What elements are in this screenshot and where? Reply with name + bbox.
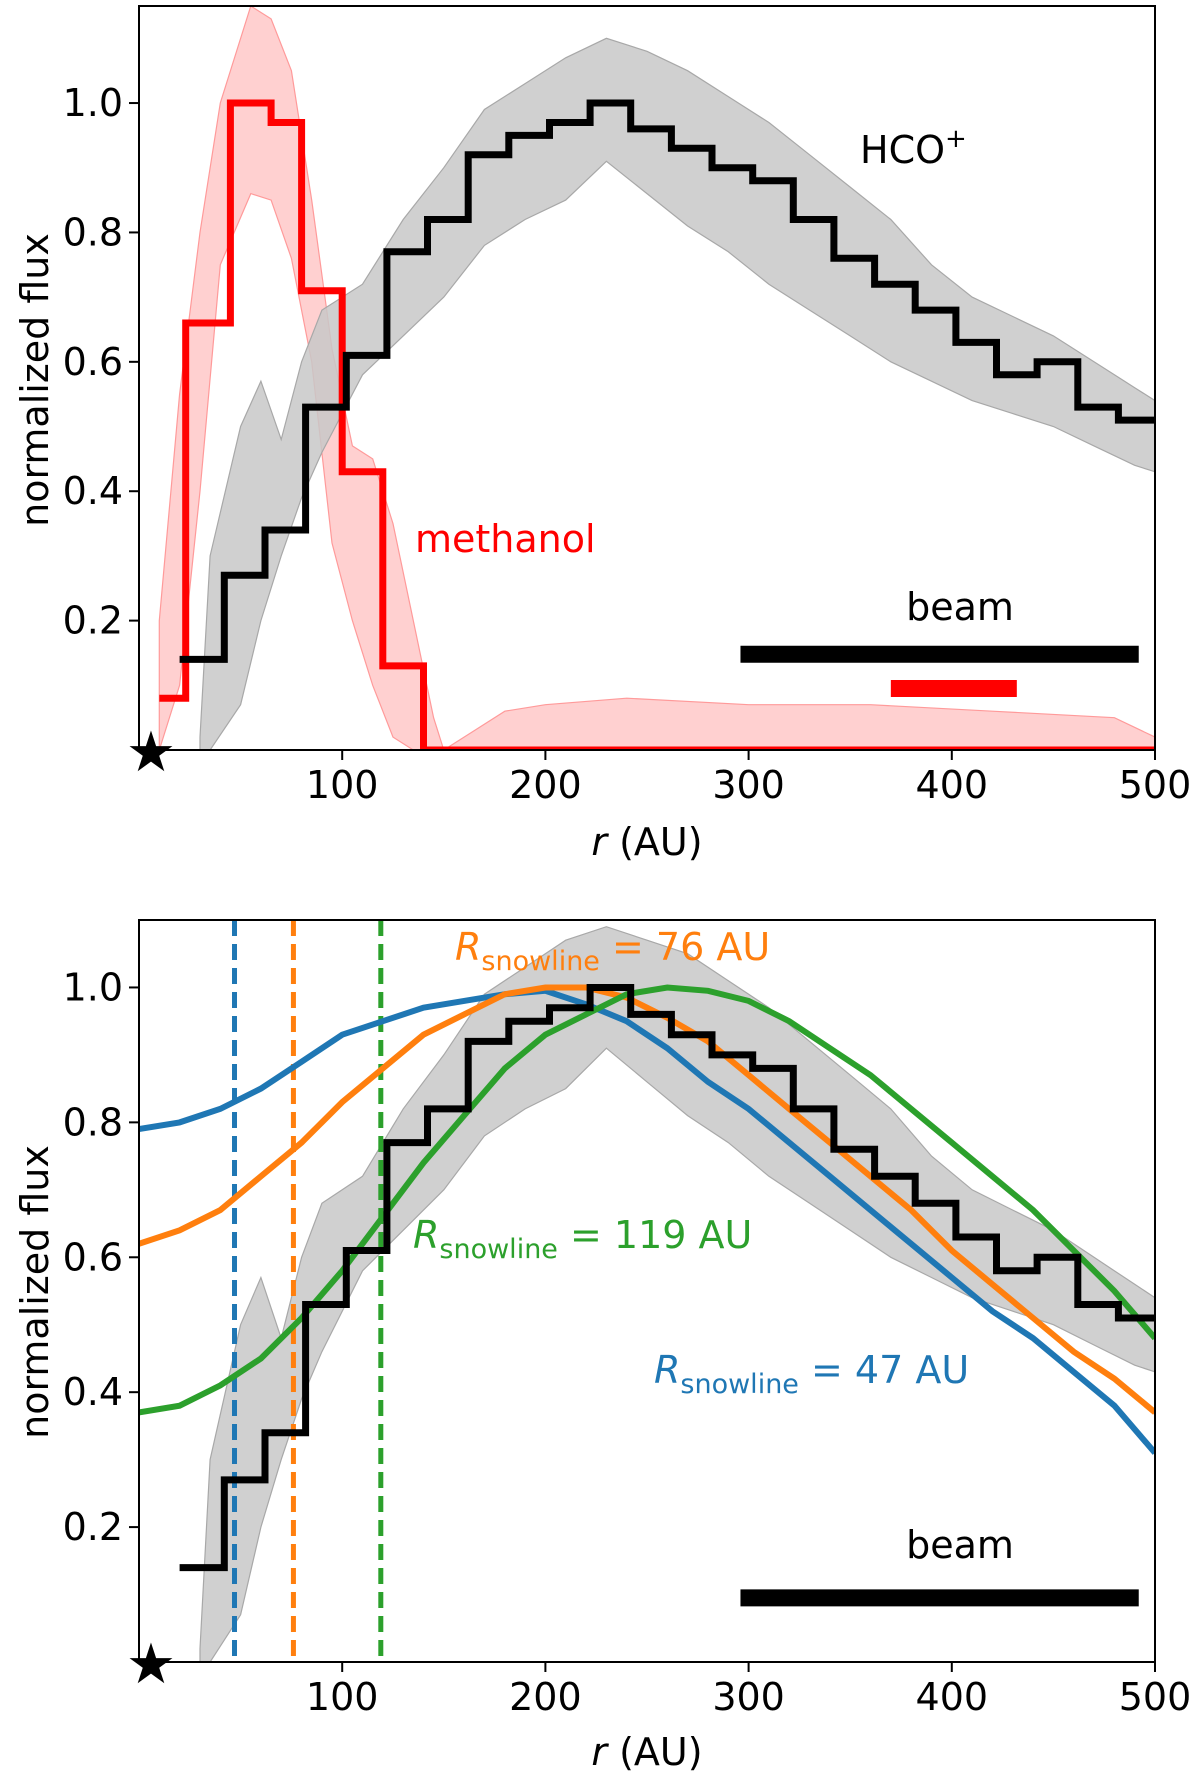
snowline-47-label: Rsnowline = 47 AU xyxy=(654,1348,969,1400)
hco-label: HCO+ xyxy=(860,124,967,172)
bottom-axes: 100 200 300 400 500 0.2 0.4 0.6 0.8 1.0 xyxy=(63,965,1192,1719)
bottom-x-tick-label: 400 xyxy=(916,1675,989,1719)
bottom-axes-frame xyxy=(138,919,1156,1663)
top-axes: 100 200 300 400 500 0.2 0.4 0.6 0.8 1.0 xyxy=(63,81,1192,807)
top-star-icon: ★ xyxy=(126,720,176,785)
series-model-r-snowline-76-au xyxy=(139,984,1155,1415)
top-x-tick-label: 500 xyxy=(1119,763,1192,807)
series-methanol xyxy=(159,99,1155,750)
top-y-axis-label: normalized flux xyxy=(13,233,57,527)
bottom-annotations: Rsnowline = 76 AU Rsnowline = 119 AU Rsn… xyxy=(413,925,1014,1567)
methanol-label: methanol xyxy=(415,517,596,561)
bottom-panel: 100 200 300 400 500 0.2 0.4 0.6 0.8 1.0 Rsnowline… xyxy=(13,919,1192,1774)
top-x-tick-label: 200 xyxy=(509,763,582,807)
bottom-x-tick-label: 500 xyxy=(1119,1675,1192,1719)
top-plot-area xyxy=(158,6,1155,750)
top-axes-frame xyxy=(138,5,1156,751)
bottom-y-tick-label: 0.2 xyxy=(63,1505,123,1549)
top-panel: 100 200 300 400 500 0.2 0.4 0.6 0.8 1.0 HCO+ meth… xyxy=(13,5,1192,864)
bottom-x-tick-label: 100 xyxy=(306,1675,379,1719)
bottom-y-tick-label: 0.4 xyxy=(63,1370,123,1414)
top-y-tick-label: 0.2 xyxy=(63,599,123,643)
top-x-tick-label: 100 xyxy=(306,763,379,807)
bottom-x-tick-label: 300 xyxy=(712,1675,785,1719)
top-annotations: HCO+ methanol beam xyxy=(415,124,1014,629)
snowline-76-label: Rsnowline = 76 AU xyxy=(455,925,770,977)
bottom-y-axis-label: normalized flux xyxy=(13,1145,57,1439)
top-y-tick-label: 1.0 xyxy=(63,81,123,125)
top-y-tick-label: 0.8 xyxy=(63,210,123,254)
series-hco- xyxy=(179,99,1155,663)
bottom-star-icon: ★ xyxy=(126,1632,176,1697)
snowline-119-label: Rsnowline = 119 AU xyxy=(413,1213,752,1265)
bottom-y-tick-label: 0.6 xyxy=(63,1235,123,1279)
top-beam-label: beam xyxy=(906,585,1014,629)
bottom-x-tick-label: 200 xyxy=(509,1675,582,1719)
bottom-y-tick-label: 0.8 xyxy=(63,1100,123,1144)
bottom-x-axis-label: r (AU) xyxy=(591,1730,702,1774)
series-model-r-snowline-47-au xyxy=(139,987,1155,1455)
top-x-axis-label: r (AU) xyxy=(591,820,702,864)
top-y-tick-label: 0.4 xyxy=(63,469,123,513)
top-x-tick-label: 300 xyxy=(712,763,785,807)
series-hco- xyxy=(179,984,1155,1572)
bottom-beam-label: beam xyxy=(906,1523,1014,1567)
top-y-tick-label: 0.6 xyxy=(63,340,123,384)
bottom-plot-area xyxy=(139,920,1155,1662)
bottom-y-tick-label: 1.0 xyxy=(63,965,123,1009)
top-x-tick-label: 400 xyxy=(916,763,989,807)
